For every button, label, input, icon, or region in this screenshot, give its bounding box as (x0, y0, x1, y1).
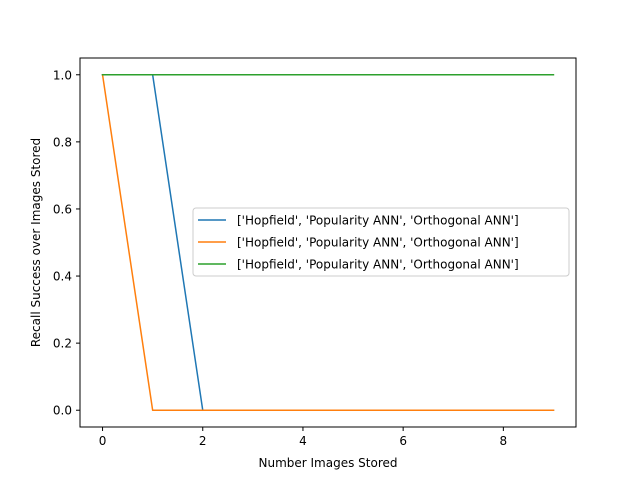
y-tick-label: 0.2 (53, 337, 72, 351)
legend: ['Hopfield', 'Popularity ANN', 'Orthogon… (192, 207, 570, 277)
y-axis-ticks: 0.0 0.2 0.4 0.6 0.8 1.0 (53, 68, 80, 418)
x-axis-label: Number Images Stored (258, 456, 397, 470)
x-tick-label: 2 (199, 434, 207, 448)
x-axis-ticks: 0 2 4 6 8 (99, 427, 507, 448)
x-tick-label: 4 (299, 434, 307, 448)
x-tick-label: 6 (399, 434, 407, 448)
y-tick-label: 0.0 (53, 404, 72, 418)
y-tick-label: 0.4 (53, 270, 72, 284)
series-line-2 (101, 73, 555, 411)
x-tick-label: 0 (99, 434, 107, 448)
legend-label-2: ['Hopfield', 'Popularity ANN', 'Orthogon… (237, 236, 519, 250)
y-tick-label: 0.8 (53, 135, 72, 149)
y-tick-label: 1.0 (53, 68, 72, 82)
x-tick-label: 8 (500, 434, 508, 448)
legend-label-1: ['Hopfield', 'Popularity ANN', 'Orthogon… (237, 214, 519, 228)
y-tick-label: 0.6 (53, 202, 72, 216)
legend-box (192, 207, 570, 277)
legend-label-3: ['Hopfield', 'Popularity ANN', 'Orthogon… (237, 258, 519, 272)
y-axis-label: Recall Success over Images Stored (29, 138, 43, 347)
series-layer (101, 73, 555, 411)
plot-frame (79, 57, 577, 428)
